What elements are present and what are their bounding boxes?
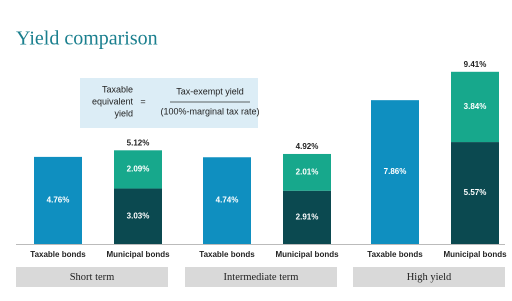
value-label: 5.57% <box>464 188 487 197</box>
value-label: 2.91% <box>296 212 319 221</box>
value-label: 2.01% <box>296 167 319 176</box>
bar-segment <box>283 190 331 244</box>
value-label: 3.84% <box>464 102 487 111</box>
bar-segment <box>203 157 251 244</box>
category-label: Taxable bonds <box>30 250 86 259</box>
group-label: High yield <box>407 272 452 283</box>
formula-lhs: Taxable <box>102 84 133 94</box>
group-label: Short term <box>70 272 115 283</box>
total-label: 4.92% <box>296 142 319 151</box>
chart-title: Yield comparison <box>16 28 158 50</box>
formula-equals: = <box>140 96 145 106</box>
formula-denominator: (100%-marginal tax rate) <box>160 106 259 116</box>
bar-segment <box>451 142 499 244</box>
total-label: 9.41% <box>464 60 487 69</box>
formula-numerator: Tax-exempt yield <box>176 86 244 96</box>
formula-background <box>80 78 258 128</box>
formula-box: Taxable equivalent yield = Tax-exempt yi… <box>80 78 260 128</box>
bar-segment <box>451 71 499 143</box>
category-label: Taxable bonds <box>367 250 423 259</box>
group-label: Intermediate term <box>224 272 299 283</box>
group-label-box <box>353 267 505 287</box>
total-label: 5.12% <box>127 138 150 147</box>
category-label: Municipal bonds <box>106 250 170 259</box>
bar-segment <box>371 100 419 244</box>
value-label: 3.03% <box>127 211 150 220</box>
value-label: 7.86% <box>384 167 407 176</box>
formula-lhs: yield <box>114 108 133 118</box>
category-label: Municipal bonds <box>443 250 507 259</box>
bar-segment <box>114 150 162 189</box>
category-label: Municipal bonds <box>275 250 339 259</box>
formula-lhs: equivalent <box>92 96 134 106</box>
value-label: 2.09% <box>127 165 150 174</box>
bar-segment <box>283 153 331 191</box>
bar-segment <box>114 188 162 244</box>
bar-segment <box>34 156 82 244</box>
group-label-box <box>16 267 168 287</box>
value-label: 4.76% <box>47 196 70 205</box>
category-label: Taxable bonds <box>199 250 255 259</box>
group-label-box <box>185 267 337 287</box>
value-label: 4.74% <box>216 196 239 205</box>
